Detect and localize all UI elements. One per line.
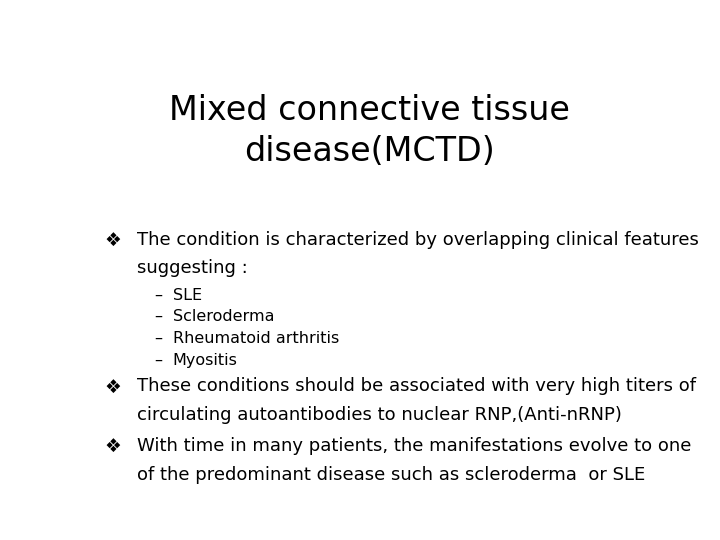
Text: With time in many patients, the manifestations evolve to one: With time in many patients, the manifest… [138, 437, 692, 455]
Text: –: – [154, 309, 162, 325]
Text: The condition is characterized by overlapping clinical features: The condition is characterized by overla… [138, 231, 699, 249]
Text: Rheumatoid arthritis: Rheumatoid arthritis [173, 331, 339, 346]
Text: These conditions should be associated with very high titers of: These conditions should be associated wi… [138, 377, 696, 395]
Text: Mixed connective tissue
disease(MCTD): Mixed connective tissue disease(MCTD) [168, 94, 570, 168]
Text: –: – [154, 353, 162, 368]
Text: ❖: ❖ [104, 437, 121, 456]
Text: –: – [154, 331, 162, 346]
Text: ❖: ❖ [104, 231, 121, 250]
Text: suggesting :: suggesting : [138, 259, 248, 278]
Text: Myositis: Myositis [173, 353, 238, 368]
Text: of the predominant disease such as scleroderma  or SLE: of the predominant disease such as scler… [138, 465, 646, 484]
Text: Scleroderma: Scleroderma [173, 309, 274, 325]
Text: ❖: ❖ [104, 377, 121, 396]
Text: SLE: SLE [173, 288, 202, 302]
Text: –: – [154, 288, 162, 302]
Text: circulating autoantibodies to nuclear RNP,(Anti-nRNP): circulating autoantibodies to nuclear RN… [138, 406, 622, 424]
